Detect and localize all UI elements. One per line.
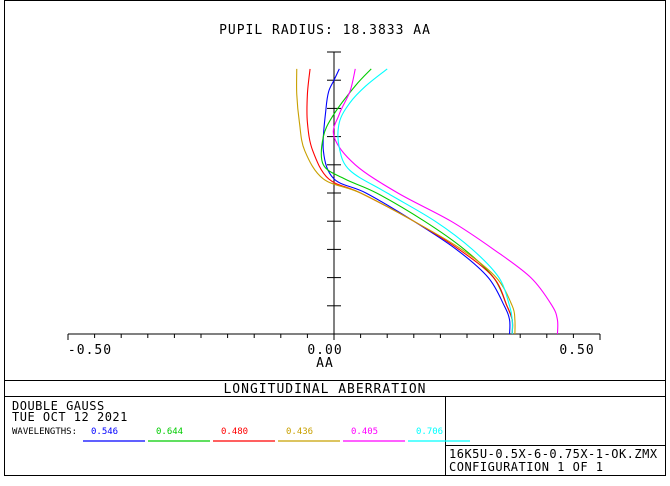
series-line-0-405	[332, 68, 559, 335]
date-text: TUE OCT 12 2021	[12, 410, 128, 424]
wavelength-legend: 0.546 0.644 0.480 0.436 0.405 0.706	[83, 427, 470, 442]
configuration-text: CONFIGURATION 1 OF 1	[449, 460, 604, 474]
wavelengths-label: WAVELENGTHS:	[12, 427, 77, 437]
info-panel-title: LONGITUDINAL ABERRATION	[223, 382, 426, 397]
outer-frame	[4, 0, 666, 476]
legend-label-0-405: 0.405	[351, 427, 378, 437]
series-line-0-706	[337, 68, 513, 335]
legend-label-0-546: 0.546	[91, 427, 118, 437]
series-line-0-546	[322, 68, 511, 335]
x-axis-label: AA	[316, 356, 334, 371]
file-name: 16K5U-0.5X-6-0.75X-1-OK.ZMX	[449, 447, 658, 461]
legend-label-0-706: 0.706	[416, 427, 443, 437]
series-line-0-436	[296, 68, 516, 335]
chart-title: PUPIL RADIUS: 18.3833 AA	[219, 23, 431, 38]
lens-name: DOUBLE GAUSS	[12, 399, 105, 413]
legend-label-0-436: 0.436	[286, 427, 313, 437]
x-tick-label-min: -0.50	[68, 343, 112, 358]
x-tick-label-zero: 0.00	[307, 343, 342, 358]
x-tick-labels: -0.50 0.00 0.50	[68, 343, 594, 358]
chart-series	[296, 68, 559, 335]
legend-label-0-480: 0.480	[221, 427, 248, 437]
legend-label-0-644: 0.644	[156, 427, 183, 437]
chart-axes	[67, 51, 601, 340]
x-tick-label-max: 0.50	[559, 343, 594, 358]
series-line-0-644	[320, 68, 514, 335]
